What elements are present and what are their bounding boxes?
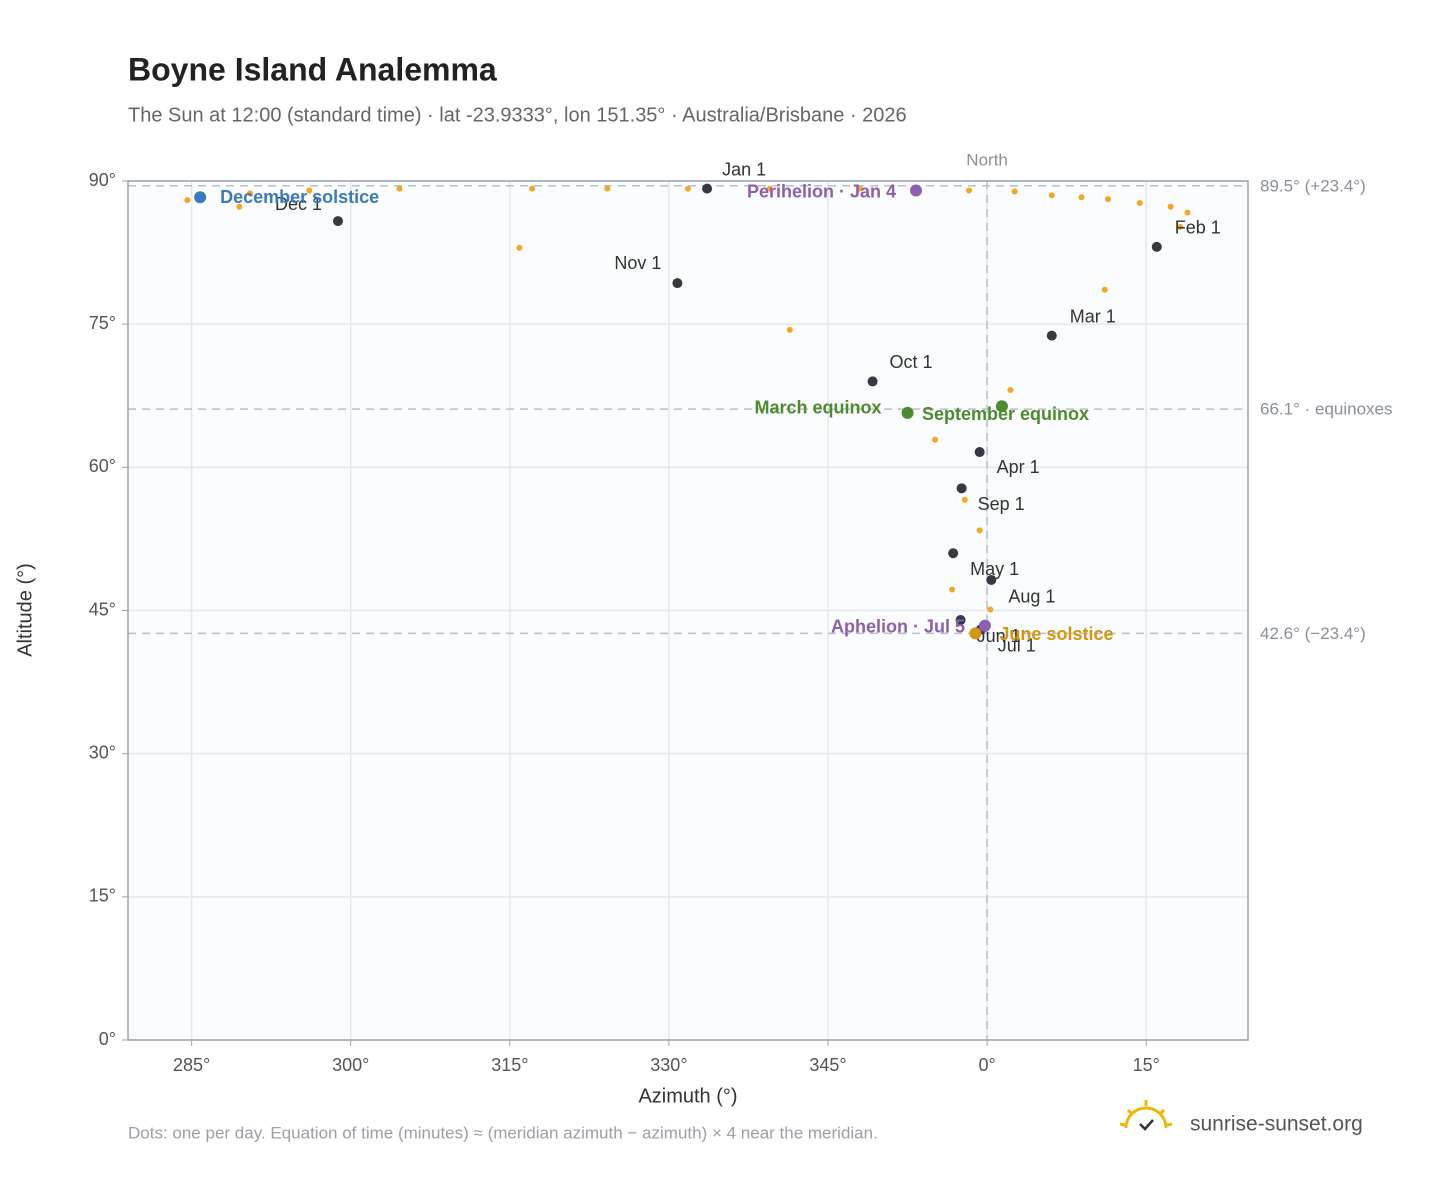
brand-logo [1119,1100,1173,1131]
daily-dot [236,203,243,210]
event-marker [969,627,982,640]
daily-dot [949,586,956,593]
daily-dot [184,197,191,204]
event-label: September equinox [922,404,1089,424]
reference-label: 89.5° (+23.4°) [1260,176,1366,195]
chart-subtitle: The Sun at 12:00 (standard time) · lat -… [128,104,907,126]
month-marker [948,548,959,559]
month-marker [1046,330,1057,341]
daily-dot [396,185,403,192]
event-marker [995,400,1008,413]
month-marker [867,376,878,387]
event-label: December solstice [220,187,379,207]
event-marker [910,184,923,197]
daily-dot [1167,203,1174,210]
y-tick-label: 0° [99,1029,116,1049]
y-tick-label: 45° [89,599,116,619]
daily-dot [1105,196,1111,203]
footnote: Dots: one per day. Equation of time (min… [128,1123,878,1142]
daily-dot [786,326,793,333]
daily-dot [529,185,536,192]
x-tick-label: 15° [1133,1055,1160,1075]
month-marker [1151,241,1162,252]
daily-dot [306,187,313,194]
month-label: Nov 1 [614,253,661,273]
event-marker [194,191,207,204]
month-label: Oct 1 [890,352,933,372]
month-label: Feb 1 [1175,218,1221,238]
north-label: North [966,150,1008,169]
daily-dot [685,185,691,192]
daily-dot [1101,286,1108,293]
month-label: Sep 1 [978,494,1025,514]
daily-dot [1007,387,1014,394]
month-marker [986,574,997,585]
daily-dot [961,496,968,503]
month-label: May 1 [970,559,1019,579]
daily-dot [1078,194,1085,201]
y-tick-label: 15° [89,886,116,906]
daily-dot [604,185,611,192]
x-tick-label: 0° [978,1055,995,1075]
y-tick-label: 90° [89,170,116,190]
daily-dot [856,185,863,192]
daily-dot [1048,192,1055,199]
month-label: Apr 1 [997,457,1040,477]
month-label: Dec 1 [275,194,322,214]
daily-dot [987,606,994,613]
month-marker [702,183,713,194]
event-label: Perihelion · Jan 4 [747,181,896,201]
event-marker [978,619,991,632]
daily-dot [246,190,253,197]
month-label: Mar 1 [1070,306,1116,326]
y-axis-label: Altitude (°) [14,563,36,657]
month-label: Jul 1 [998,635,1036,655]
month-marker [333,216,343,227]
month-marker [955,615,966,626]
daily-dot [976,527,983,534]
event-label: Aphelion · Jul 5 [831,617,965,637]
y-tick-label: 60° [89,456,116,476]
daily-dot [1011,188,1018,195]
month-label: Jan 1 [722,159,766,179]
daily-dot [516,244,523,251]
chart-title: Boyne Island Analemma [128,51,497,87]
x-tick-label: 345° [809,1055,846,1075]
daily-dot [1177,223,1184,230]
month-marker [956,483,967,494]
x-axis-label: Azimuth (°) [638,1085,737,1107]
daily-dot [932,436,939,443]
daily-dot [1136,199,1143,206]
month-marker [974,447,985,458]
y-tick-label: 30° [89,742,116,762]
event-label: June solstice [999,624,1113,644]
brand-name: sunrise-sunset.org [1190,1113,1363,1136]
daily-dot [766,185,773,192]
x-tick-label: 285° [173,1055,210,1075]
reference-label: 66.1° · equinoxes [1260,400,1393,419]
month-label: Aug 1 [1008,587,1055,607]
daily-dot [966,187,973,194]
daily-dot [1184,209,1191,216]
event-marker [901,406,914,419]
y-tick-label: 75° [89,313,116,333]
reference-label: 42.6° (−23.4°) [1260,624,1366,643]
x-tick-label: 330° [650,1055,687,1075]
month-marker [672,278,683,289]
x-tick-label: 300° [332,1055,369,1075]
event-label: March equinox [755,398,882,418]
x-tick-label: 315° [491,1055,528,1075]
